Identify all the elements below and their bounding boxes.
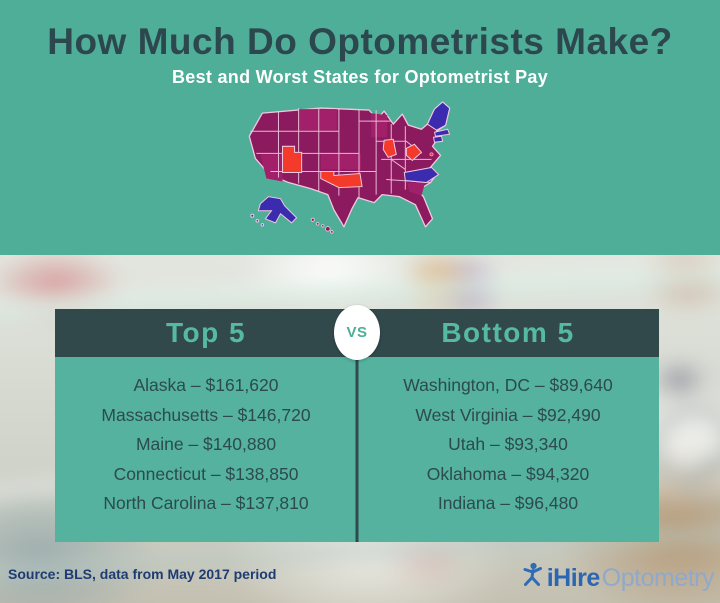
state-connecticut xyxy=(432,135,444,143)
comparison-header: Top 5 Bottom 5 VS xyxy=(55,305,659,360)
vs-badge: VS xyxy=(334,305,380,360)
us-map-graphic xyxy=(248,101,451,234)
page-title: How Much Do Optometrists Make? xyxy=(47,21,673,62)
top5-row: Connecticut – $138,850 xyxy=(113,463,299,484)
brand-logo: iHire Optometry xyxy=(521,562,715,595)
state-maine xyxy=(426,101,451,131)
top-banner: How Much Do Optometrists Make? Best and … xyxy=(0,0,720,255)
bottom5-column: Washington, DC – $89,640 West Virginia –… xyxy=(357,357,659,542)
state-utah xyxy=(282,145,303,173)
state-hawaii xyxy=(310,217,334,234)
state-massachusetts xyxy=(433,128,451,137)
top5-row: North Carolina – $137,810 xyxy=(103,493,309,513)
bottom5-row: Washington, DC – $89,640 xyxy=(403,375,613,395)
state-indiana xyxy=(382,138,397,159)
bottom5-row: Utah – $93,340 xyxy=(448,434,568,454)
state-oklahoma xyxy=(320,170,363,189)
top5-row: Maine – $140,880 xyxy=(135,434,277,454)
page-subtitle: Best and Worst States for Optometrist Pa… xyxy=(171,67,549,87)
bottom5-states xyxy=(282,138,434,189)
bottom5-header-cell: Bottom 5 xyxy=(357,309,659,357)
alaska-island xyxy=(250,213,255,218)
alaska-island xyxy=(255,218,260,223)
lighter-states xyxy=(260,109,426,196)
top5-states xyxy=(250,101,451,227)
bottom5-row: Oklahoma – $94,320 xyxy=(426,463,590,484)
top5-label: Top 5 xyxy=(165,317,247,348)
state-north-carolina xyxy=(403,166,440,184)
state-alaska xyxy=(257,196,298,224)
top5-column: Alaska – $161,620 Massachusetts – $146,7… xyxy=(55,357,357,542)
column-divider xyxy=(355,357,359,542)
running-figure-icon xyxy=(521,562,545,595)
top5-row: Alaska – $161,620 xyxy=(133,375,279,395)
top5-row: Massachusetts – $146,720 xyxy=(101,404,311,425)
comparison-body: Alaska – $161,620 Massachusetts – $146,7… xyxy=(55,357,659,542)
brand-name-bold: iHire xyxy=(546,564,601,592)
us-choropleth-map xyxy=(230,99,482,250)
state-dc xyxy=(429,152,434,157)
source-note: Source: BLS, data from May 2017 period xyxy=(8,566,277,582)
brand-name-light: Optometry xyxy=(601,564,715,592)
bottom5-row: West Virginia – $92,490 xyxy=(415,404,601,425)
bottom5-row: Indiana – $96,480 xyxy=(437,493,579,513)
state-west-virginia xyxy=(405,143,423,162)
alaska-island xyxy=(260,223,265,227)
bottom5-label: Bottom 5 xyxy=(441,317,575,348)
top5-header-cell: Top 5 xyxy=(55,309,357,357)
